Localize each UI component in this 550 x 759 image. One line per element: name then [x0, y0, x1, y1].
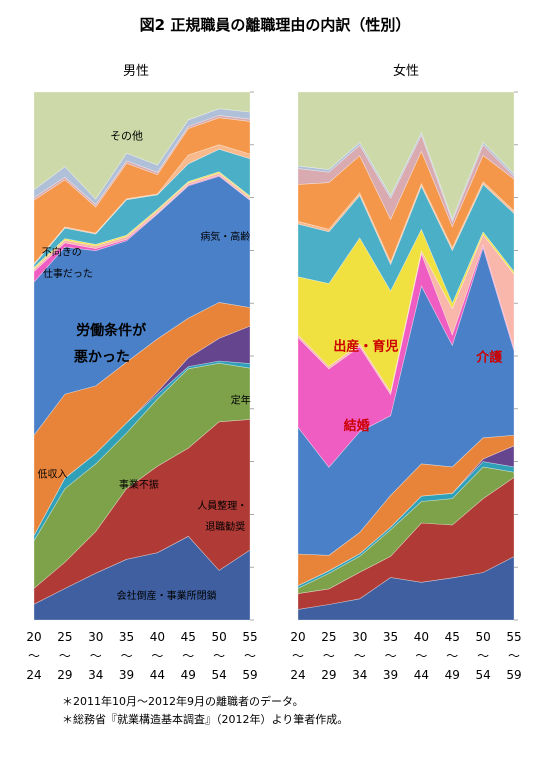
male-xtick-label: 30 — [88, 630, 103, 644]
female-annotation-0: 出産・育児 — [333, 339, 398, 355]
female-xtick-label: 45 — [445, 630, 460, 644]
female-xtick-label: 49 — [445, 668, 460, 682]
male-annotation-6: 定年 — [231, 394, 251, 407]
female-xtick-label: ～ — [292, 649, 304, 663]
female-xtick-label: 30 — [352, 630, 367, 644]
female-xtick-label: 24 — [290, 668, 305, 682]
male-annotation-2: 仕事だった — [43, 267, 93, 280]
male-xtick-label: 34 — [88, 668, 103, 682]
male-xtick-label: ～ — [213, 649, 225, 663]
male-annotation-10: 退職勧奨 — [205, 520, 245, 533]
female-xtick-label: 35 — [383, 630, 398, 644]
note-1: ＊2011年10月～2012年9月の離職者のデータ。 — [62, 695, 304, 708]
male-annotation-0: その他 — [110, 130, 143, 143]
male-xtick-label: ～ — [182, 649, 194, 663]
female-area-15 — [297, 91, 515, 220]
male-xtick-label: ～ — [90, 649, 102, 663]
female-xtick-label: 50 — [476, 630, 491, 644]
female-xtick-label: ～ — [446, 649, 458, 663]
female-plot: 20 ～ 24 25 ～ 29 30 ～ 34 35 ～ 39 40 ～ 44 45 ～ 49 50 ～ 54 55 ～ 59… — [290, 91, 522, 682]
male-xtick-label: ～ — [244, 649, 256, 663]
male-xtick-label: 20 — [26, 630, 41, 644]
male-annotation-3: 病気・高齢 — [200, 230, 250, 243]
male-xtick-label: 55 — [242, 630, 257, 644]
female-xtick-label: ～ — [354, 649, 366, 663]
notes: ＊2011年10月～2012年9月の離職者のデータ。 ＊総務省『就業構造基本調査… — [62, 693, 348, 729]
male-xtick-label: 39 — [119, 668, 134, 682]
female-xtick-label: 20 — [290, 630, 305, 644]
male-annotation-7: 低収入 — [38, 467, 68, 480]
male-xtick-label: 50 — [212, 630, 227, 644]
male-annotation-4: 労働条件が — [76, 322, 147, 339]
male-annotation-1: 不向きの — [42, 246, 82, 259]
female-xtick-label: 59 — [506, 668, 521, 682]
female-xtick-label: 29 — [321, 668, 336, 682]
female-panel-label: 女性 — [392, 64, 419, 79]
male-annotation-5: 悪かった — [74, 349, 130, 365]
male-xtick-label: 29 — [57, 668, 72, 682]
male-xtick-label: 54 — [212, 668, 227, 682]
female-xtick-label: ～ — [415, 649, 427, 663]
male-annotation-8: 事業不振 — [119, 478, 159, 491]
female-xtick-label: 44 — [414, 668, 429, 682]
female-xtick-label: ～ — [477, 649, 489, 663]
male-xtick-label: 45 — [181, 630, 196, 644]
male-plot: 20 ～ 24 25 ～ 29 30 ～ 34 35 ～ 39 40 ～ 44 45 ～ 49 50 ～ 54 55 ～ 59… — [26, 91, 258, 682]
male-xtick-label: 35 — [119, 630, 134, 644]
male-xtick-label: 24 — [26, 668, 41, 682]
male-xtick-label: 49 — [181, 668, 196, 682]
male-xtick-label: ～ — [151, 649, 163, 663]
female-xtick-label: 55 — [506, 630, 521, 644]
female-xtick-label: ～ — [508, 649, 520, 663]
male-xtick-label: ～ — [121, 649, 133, 663]
female-xtick-label: 34 — [352, 668, 367, 682]
female-xtick-label: 25 — [321, 630, 336, 644]
male-xtick-label: 59 — [242, 668, 257, 682]
male-xtick-label: 25 — [57, 630, 72, 644]
note-2: ＊総務省『就業構造基本調査』（2012年）より筆者作成。 — [62, 713, 349, 726]
male-xtick-label: ～ — [59, 649, 71, 663]
male-xtick-label: ～ — [28, 649, 40, 663]
female-annotation-1: 介護 — [475, 349, 503, 365]
male-annotation-11: 会社倒産・事業所閉鎖 — [117, 589, 217, 602]
female-annotation-2: 結婚 — [344, 418, 370, 434]
female-xtick-label: 54 — [476, 668, 491, 682]
male-annotation-9: 人員整理・ — [197, 499, 247, 512]
male-panel-label: 男性 — [122, 64, 149, 79]
chart-title: 図2 正規職員の離職理由の内訳（性別） — [139, 16, 411, 34]
female-xtick-label: 39 — [383, 668, 398, 682]
male-area-15 — [33, 91, 251, 200]
female-xtick-label: ～ — [323, 649, 335, 663]
female-xtick-label: 40 — [414, 630, 429, 644]
female-xtick-label: ～ — [385, 649, 397, 663]
male-xtick-label: 40 — [150, 630, 165, 644]
male-xtick-label: 44 — [150, 668, 165, 682]
